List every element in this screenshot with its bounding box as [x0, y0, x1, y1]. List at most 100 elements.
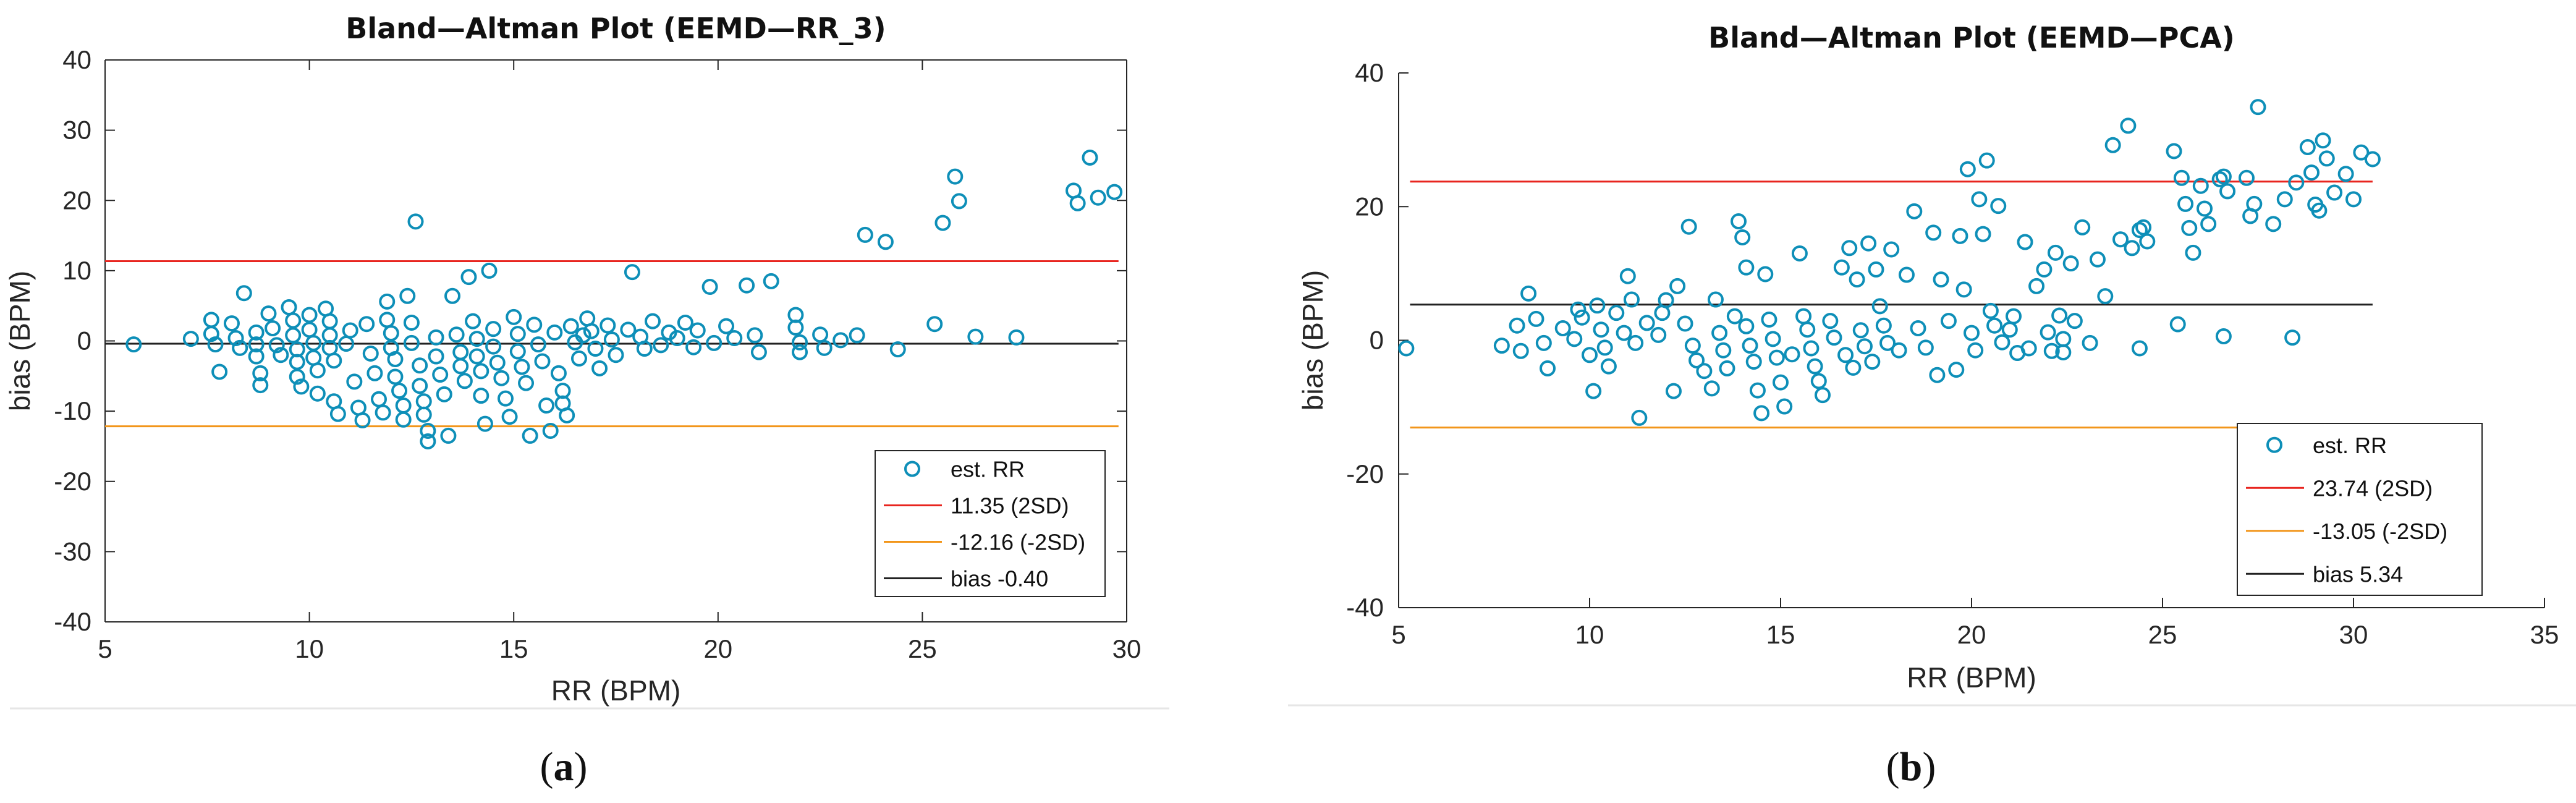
data-point [1726, 308, 1743, 325]
data-point [248, 336, 265, 353]
data-point [2055, 344, 2072, 360]
data-point [460, 269, 477, 286]
data-point [2051, 307, 2068, 324]
y-tick-label: -40 [54, 607, 91, 636]
data-point [2097, 288, 2114, 305]
data-point [1757, 266, 1774, 283]
data-point [509, 343, 526, 360]
data-point [677, 314, 693, 331]
legend-entry: -12.16 (-2SD) [951, 530, 1085, 555]
data-point [1749, 382, 1766, 399]
data-point [1929, 367, 1946, 383]
data-point [1826, 329, 1842, 346]
data-point [232, 339, 248, 356]
data-point [1776, 398, 1793, 415]
data-point [268, 337, 285, 354]
data-point [518, 375, 535, 391]
data-point [448, 326, 465, 343]
data-point [1570, 301, 1587, 318]
y-tick-label: 10 [62, 256, 91, 285]
panel-caption: (b) [1886, 744, 1936, 789]
data-point [2192, 177, 2209, 194]
y-tick-label: 0 [1370, 326, 1384, 355]
x-tick-label: 5 [1391, 620, 1405, 649]
data-point [1566, 331, 1583, 347]
data-point [1959, 161, 1976, 177]
data-point [1807, 358, 1823, 375]
series-est-rr [125, 149, 1123, 449]
data-point [645, 313, 661, 329]
data-point [358, 316, 375, 333]
data-point [792, 334, 808, 351]
data-point [403, 314, 420, 331]
data-point [1738, 259, 1755, 276]
data-point [538, 397, 555, 414]
data-point [407, 213, 424, 230]
data-point [2062, 255, 2079, 272]
data-point [391, 383, 408, 399]
data-point [465, 313, 481, 329]
data-point [726, 329, 743, 346]
data-point [489, 354, 506, 371]
data-point [493, 370, 510, 386]
data-point [1589, 297, 1606, 314]
data-point [718, 318, 735, 334]
data-point [2040, 324, 2056, 341]
data-point [473, 363, 489, 380]
data-point [2364, 151, 2381, 168]
data-point [1925, 224, 1942, 241]
data-point [2238, 169, 2255, 186]
data-point [1090, 189, 1106, 206]
chart-panel-b: 5 10 15 20 25 30 35 -40 -20 0 20 40 Bland—Altman Plo… [1288, 21, 2576, 789]
data-point [1535, 334, 1552, 351]
data-point [506, 308, 522, 325]
data-point [1849, 271, 1865, 288]
data-point [1703, 380, 1720, 397]
data-point [2345, 191, 2362, 208]
data-point [750, 344, 767, 360]
data-point [1856, 338, 1873, 355]
y-tick-label: 20 [1355, 192, 1384, 221]
data-point [1008, 329, 1025, 346]
data-point [2185, 244, 2201, 261]
data-point [375, 404, 391, 421]
data-point [1971, 191, 1988, 208]
data-point [366, 365, 383, 381]
data-point [1638, 315, 1655, 331]
data-point [575, 327, 591, 344]
data-point [1512, 342, 1529, 359]
data-point [1665, 383, 1682, 399]
data-point [395, 411, 412, 428]
data-point [600, 317, 616, 334]
data-point [2166, 143, 2182, 159]
data-point [562, 318, 579, 334]
x-tick-label: 10 [295, 634, 324, 663]
data-point [2315, 132, 2331, 149]
x-axis-label: RR (BPM) [551, 674, 681, 707]
data-point [2173, 169, 2190, 186]
data-point [403, 334, 420, 351]
data-point [1810, 373, 1827, 389]
data-point [1765, 331, 1781, 347]
data-point [2303, 164, 2320, 181]
y-tick-label: -10 [54, 396, 91, 425]
data-point [387, 368, 404, 385]
data-point [1871, 298, 1888, 315]
data-point [1948, 362, 1965, 378]
y-tick-label: 0 [77, 326, 91, 355]
data-point [570, 350, 587, 367]
data-point [379, 293, 396, 310]
data-point [530, 336, 546, 353]
data-point [2284, 329, 2301, 346]
data-point [1738, 318, 1755, 334]
data-point [203, 326, 219, 342]
data-point [1940, 313, 1957, 329]
data-point [1773, 374, 1789, 391]
data-point [1731, 213, 1747, 230]
data-point [2219, 183, 2236, 200]
data-point [889, 341, 906, 358]
x-tick-label: 35 [2530, 620, 2559, 649]
data-point [2337, 166, 2354, 182]
x-tick-label: 10 [1575, 620, 1604, 649]
